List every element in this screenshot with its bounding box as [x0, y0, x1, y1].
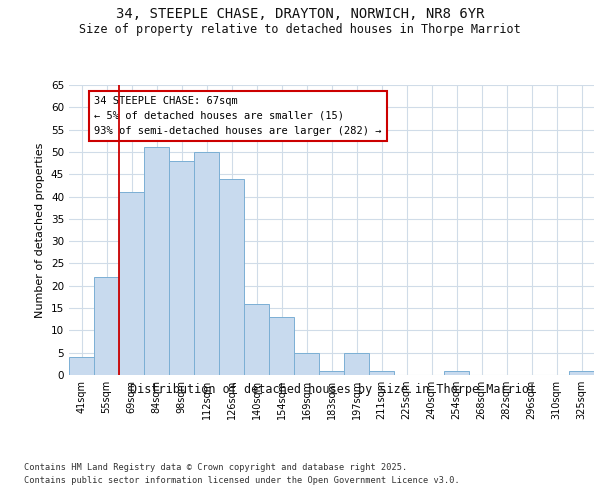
Bar	[169, 161, 194, 375]
Bar	[444, 370, 469, 375]
Bar	[119, 192, 144, 375]
Bar	[219, 178, 244, 375]
Bar	[94, 277, 119, 375]
Bar	[319, 370, 344, 375]
Bar	[294, 352, 319, 375]
Bar	[569, 370, 594, 375]
Bar	[194, 152, 219, 375]
Bar	[269, 317, 294, 375]
Bar	[244, 304, 269, 375]
Text: Size of property relative to detached houses in Thorpe Marriot: Size of property relative to detached ho…	[79, 22, 521, 36]
Bar	[69, 357, 94, 375]
Text: Contains HM Land Registry data © Crown copyright and database right 2025.: Contains HM Land Registry data © Crown c…	[24, 462, 407, 471]
Bar	[369, 370, 394, 375]
Text: Contains public sector information licensed under the Open Government Licence v3: Contains public sector information licen…	[24, 476, 460, 485]
Text: 34 STEEPLE CHASE: 67sqm
← 5% of detached houses are smaller (15)
93% of semi-det: 34 STEEPLE CHASE: 67sqm ← 5% of detached…	[94, 96, 382, 136]
Text: Distribution of detached houses by size in Thorpe Marriot: Distribution of detached houses by size …	[130, 382, 536, 396]
Bar	[344, 352, 369, 375]
Bar	[144, 148, 169, 375]
Text: 34, STEEPLE CHASE, DRAYTON, NORWICH, NR8 6YR: 34, STEEPLE CHASE, DRAYTON, NORWICH, NR8…	[116, 8, 484, 22]
Y-axis label: Number of detached properties: Number of detached properties	[35, 142, 46, 318]
